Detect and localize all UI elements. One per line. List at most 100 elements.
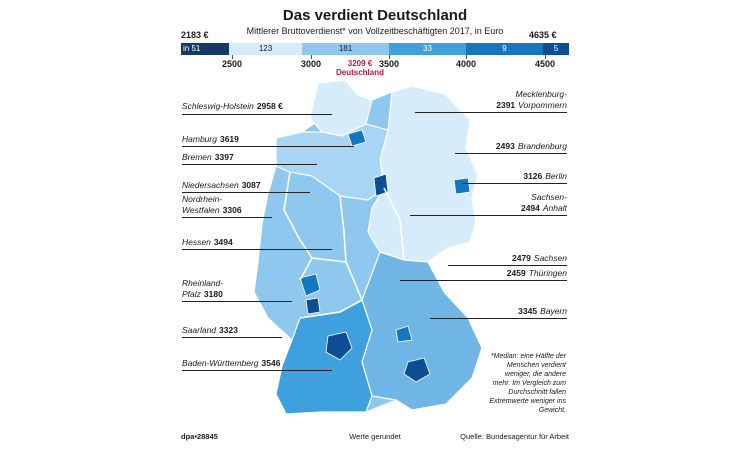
- leader-line: [410, 215, 567, 216]
- state-value: 2459: [506, 268, 526, 278]
- state-value: 3126: [523, 171, 543, 181]
- label-bayern: 3345 Bayern: [467, 306, 567, 317]
- state-name: Sachsen: [533, 253, 567, 263]
- munich-district: [403, 357, 431, 383]
- label-sachsen-anhalt: Sachsen- 2494 Anhalt: [467, 192, 567, 214]
- median-value: 3209 €: [347, 59, 373, 68]
- state-name: Saarland: [182, 325, 217, 335]
- legend-tick-mark: [311, 55, 312, 59]
- state-name-line2: Westfalen: [182, 205, 220, 215]
- label-mecklenburg-vorpommern: Mecklenburg- 2391 Vorpommern: [467, 89, 567, 111]
- leader-line: [182, 301, 292, 302]
- state-name-line1: Nordrhein-: [182, 194, 223, 204]
- rounding-note: Werte gerundet: [349, 432, 401, 441]
- map-subtitle: Mittlerer Bruttoverdienst* von Vollzeitb…: [246, 26, 504, 36]
- state-name: Hamburg: [182, 134, 217, 144]
- legend-segment-3500-4000: 33: [389, 43, 466, 55]
- leader-line: [182, 370, 332, 371]
- label-rheinland-pfalz: Rheinland- Pfalz 3180: [182, 278, 223, 300]
- label-berlin: 3126 Berlin: [467, 171, 567, 182]
- leader-line: [182, 114, 332, 115]
- legend-tick-mark: [232, 55, 233, 59]
- legend-tick-mark: [389, 55, 390, 59]
- legend-tick-mark: [466, 55, 467, 59]
- state-borders: [283, 171, 405, 319]
- state-value: 3087: [241, 180, 261, 190]
- legend-tick-label: 3500: [378, 59, 400, 69]
- legend-tick-mark: [545, 55, 546, 59]
- legend-segment-3000-3500: 181: [302, 43, 389, 55]
- berlin-district: [453, 177, 471, 195]
- legend-color-scale: in 51 Kreisen 123 181 33 9 5: [181, 43, 569, 65]
- state-name: Bayern: [540, 306, 567, 316]
- median-footnote: *Median: eine Hälfte der Menschen verdie…: [489, 353, 566, 414]
- state-value: 3619: [219, 134, 239, 144]
- state-value: 3345: [518, 306, 538, 316]
- leader-line: [448, 265, 567, 266]
- state-name: Schleswig-Holstein: [182, 101, 254, 111]
- state-name: Bremen: [182, 152, 212, 162]
- legend-segment-4000-4500: 9: [466, 43, 543, 55]
- state-name-line2: Pfalz: [182, 289, 201, 299]
- legend-max-value: 4635 €: [529, 30, 557, 40]
- state-value: 3546: [261, 358, 281, 368]
- state-value: 2494: [520, 203, 540, 213]
- state-name-line2: Vorpommern: [518, 100, 567, 110]
- state-name: Brandenburg: [517, 141, 567, 151]
- leader-line: [455, 153, 567, 154]
- label-baden-wuerttemberg: Baden-Württemberg 3546: [182, 358, 280, 369]
- leader-line: [182, 337, 282, 338]
- state-name-line1: Mecklenburg-: [515, 89, 568, 99]
- state-value: 2391: [496, 100, 516, 110]
- label-brandenburg: 2493 Brandenburg: [467, 141, 567, 152]
- label-niedersachsen: Niedersachsen 3087: [182, 180, 261, 191]
- stuttgart-district: [325, 331, 353, 361]
- label-saarland: Saarland 3323: [182, 325, 238, 336]
- state-value: 2479: [511, 253, 531, 263]
- label-sachsen: 2479 Sachsen: [467, 253, 567, 264]
- source-credit: Quelle: Bundesagentur für Arbeit: [460, 432, 569, 441]
- leader-line: [182, 249, 332, 250]
- median-label: Deutschland: [335, 68, 385, 77]
- leader-line: [182, 146, 354, 147]
- legend-tick-label: 2500: [221, 59, 243, 69]
- state-name: Berlin: [545, 171, 567, 181]
- state-value: 3306: [222, 205, 242, 215]
- state-value: 3180: [203, 289, 223, 299]
- label-bremen: Bremen 3397: [182, 152, 234, 163]
- state-value: 3397: [214, 152, 234, 162]
- label-hessen: Hessen 3494: [182, 237, 233, 248]
- state-name-line1: Rheinland-: [182, 278, 224, 288]
- state-name: Niedersachsen: [182, 180, 239, 190]
- leader-line: [182, 217, 272, 218]
- ludwigshafen-district: [305, 297, 321, 315]
- legend-tick-label: 3000: [300, 59, 322, 69]
- map-title: Das verdient Deutschland: [282, 7, 468, 24]
- state-name: Baden-Württemberg: [182, 358, 259, 368]
- legend-segment-below-2500: in 51 Kreisen: [181, 43, 229, 65]
- leader-line: [182, 164, 317, 165]
- legend-segment-above-4500: 5: [543, 43, 569, 55]
- label-nordrhein-westfalen: Nordrhein- Westfalen 3306: [182, 194, 242, 216]
- frankfurt-district: [299, 273, 321, 297]
- agency-credit: dpa•28845: [181, 432, 218, 441]
- state-value: 3323: [219, 325, 238, 335]
- ingolstadt-district: [395, 325, 413, 343]
- label-thueringen: 2459 Thüringen: [467, 268, 567, 279]
- label-hamburg: Hamburg 3619: [182, 134, 239, 145]
- leader-line: [415, 112, 567, 113]
- state-name-line2: Anhalt: [542, 203, 567, 213]
- state-value: 2958 €: [256, 101, 283, 111]
- legend-min-value: 2183 €: [181, 30, 209, 40]
- leader-line: [430, 318, 567, 319]
- median-marker: 3209 € Deutschland: [336, 59, 384, 77]
- bayern-region: [361, 251, 483, 411]
- state-name: Thüringen: [528, 268, 567, 278]
- legend-tick-label: 4500: [534, 59, 556, 69]
- leader-line: [462, 183, 567, 184]
- leader-line: [400, 280, 567, 281]
- legend-segment-2500-3000: 123: [229, 43, 302, 55]
- hamburg-district: [347, 129, 367, 147]
- state-value: 3494: [213, 237, 233, 247]
